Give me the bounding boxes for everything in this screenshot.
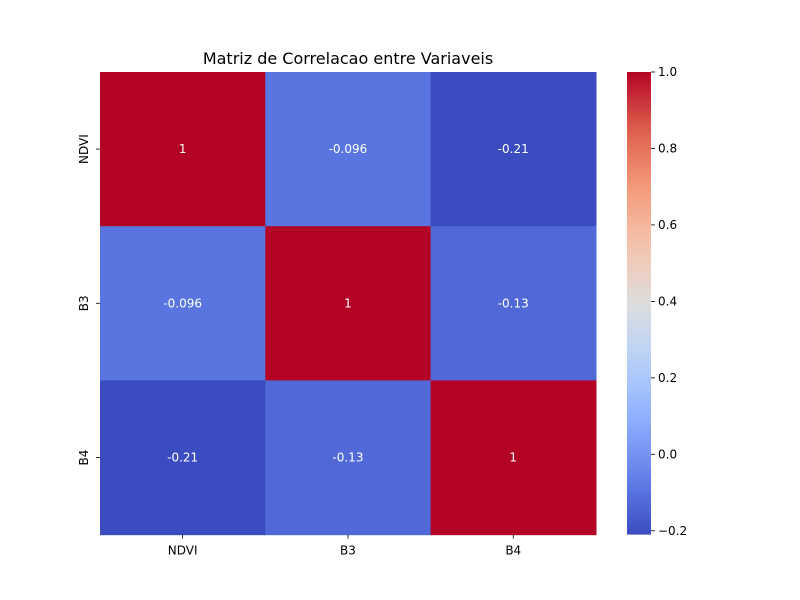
heatmap-cell (430, 380, 597, 536)
colorbar-gradient (627, 72, 651, 535)
colorbar-tick-label: 0.0 (658, 447, 677, 461)
cell-value-label: -0.096 (329, 142, 368, 156)
y-tick-label: NDVI (77, 134, 91, 164)
y-axis: NDVI B3 B4 (77, 134, 100, 465)
cell-value-label: -0.13 (332, 451, 363, 465)
chart-title: Matriz de Correlacao entre Variaveis (203, 49, 493, 68)
cell-value-label: -0.21 (498, 142, 529, 156)
cell-value-label: 1 (344, 296, 352, 310)
cell-value-label: 1 (179, 142, 187, 156)
heatmap-cell (265, 72, 432, 227)
heatmap-cell (430, 226, 597, 381)
heatmap-cell (265, 226, 432, 381)
heatmap-cell (100, 226, 266, 381)
colorbar-tick-label: 0.4 (658, 294, 677, 308)
y-tick-label: B3 (77, 295, 91, 311)
heatmap-cell (265, 380, 432, 536)
y-tick-label: B4 (77, 450, 91, 466)
colorbar: −0.2 0.0 0.2 0.4 0.6 0.8 1.0 (627, 65, 687, 538)
heatmap-cell (100, 380, 266, 536)
heatmap-cell (430, 72, 597, 227)
colorbar-tick-label: 0.6 (658, 218, 677, 232)
colorbar-tick-label: 0.2 (658, 371, 677, 385)
colorbar-tick-label: 1.0 (658, 65, 677, 79)
heatmap-cells: 1 -0.096 -0.21 -0.096 1 -0.13 -0.21 -0.13 1 (100, 72, 597, 536)
x-tick-label: B3 (340, 544, 356, 558)
x-axis: NDVI B3 B4 (168, 534, 521, 558)
colorbar-tick-label: −0.2 (658, 524, 687, 538)
x-tick-label: NDVI (168, 544, 198, 558)
colorbar-tick-label: 0.8 (658, 141, 677, 155)
cell-value-label: -0.13 (498, 296, 529, 310)
x-tick-label: B4 (505, 544, 521, 558)
heatmap-cell (100, 72, 266, 227)
cell-value-label: -0.21 (167, 451, 198, 465)
cell-value-label: 1 (509, 451, 517, 465)
cell-value-label: -0.096 (163, 296, 202, 310)
